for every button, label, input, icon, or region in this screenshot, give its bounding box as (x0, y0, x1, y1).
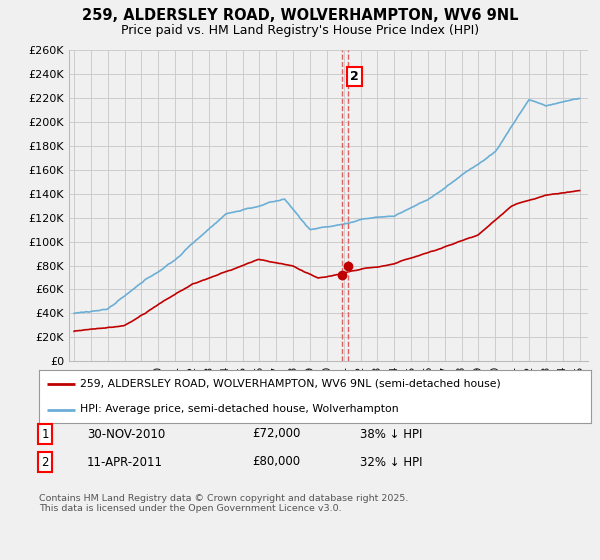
Text: 38% ↓ HPI: 38% ↓ HPI (360, 427, 422, 441)
Text: 32% ↓ HPI: 32% ↓ HPI (360, 455, 422, 469)
Text: Contains HM Land Registry data © Crown copyright and database right 2025.
This d: Contains HM Land Registry data © Crown c… (39, 494, 409, 514)
Text: 259, ALDERSLEY ROAD, WOLVERHAMPTON, WV6 9NL (semi-detached house): 259, ALDERSLEY ROAD, WOLVERHAMPTON, WV6 … (80, 379, 501, 389)
Text: 2: 2 (350, 71, 359, 83)
Text: £72,000: £72,000 (252, 427, 301, 441)
Text: 1: 1 (41, 427, 49, 441)
Text: 30-NOV-2010: 30-NOV-2010 (87, 427, 165, 441)
Text: 2: 2 (41, 455, 49, 469)
Text: £80,000: £80,000 (252, 455, 300, 469)
Text: 11-APR-2011: 11-APR-2011 (87, 455, 163, 469)
Text: Price paid vs. HM Land Registry's House Price Index (HPI): Price paid vs. HM Land Registry's House … (121, 24, 479, 36)
Text: HPI: Average price, semi-detached house, Wolverhampton: HPI: Average price, semi-detached house,… (80, 404, 399, 414)
Text: 259, ALDERSLEY ROAD, WOLVERHAMPTON, WV6 9NL: 259, ALDERSLEY ROAD, WOLVERHAMPTON, WV6 … (82, 8, 518, 24)
